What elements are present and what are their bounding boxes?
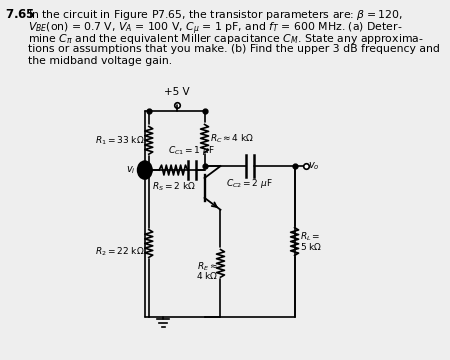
- Text: $R_2 = 22\ \mathrm{k\Omega}$: $R_2 = 22\ \mathrm{k\Omega}$: [95, 245, 145, 258]
- Text: the midband voltage gain.: the midband voltage gain.: [28, 56, 172, 66]
- Text: $5\ \mathrm{k\Omega}$: $5\ \mathrm{k\Omega}$: [300, 241, 323, 252]
- Text: $\mathbf{7.65}$: $\mathbf{7.65}$: [5, 8, 36, 21]
- Text: mine $C_\pi$ and the equivalent Miller capacitance $C_M$. State any approxima-: mine $C_\pi$ and the equivalent Miller c…: [28, 32, 423, 46]
- Text: tions or assumptions that you make. (b) Find the upper 3 dB frequency and: tions or assumptions that you make. (b) …: [28, 44, 440, 54]
- Text: $R_1 = 33\ \mathrm{k\Omega}$: $R_1 = 33\ \mathrm{k\Omega}$: [95, 134, 145, 147]
- Text: $v_o$: $v_o$: [308, 160, 319, 172]
- Text: In the circuit in Figure P7.65, the transistor parameters are: $\beta = 120$,: In the circuit in Figure P7.65, the tran…: [28, 8, 402, 22]
- Text: $v_i$: $v_i$: [126, 164, 135, 176]
- Text: $C_{C2} = 2\ \mu\mathrm{F}$: $C_{C2} = 2\ \mu\mathrm{F}$: [226, 177, 273, 190]
- Text: $C_{C1} = 1\ \mu\mathrm{F}$: $C_{C1} = 1\ \mu\mathrm{F}$: [168, 144, 215, 157]
- Text: $R_C \approx 4\ \mathrm{k\Omega}$: $R_C \approx 4\ \mathrm{k\Omega}$: [210, 132, 254, 145]
- Text: $V_{BE}$(on) = 0.7 V, $V_A$ = 100 V, $C_\mu$ = 1 pF, and $f_T$ = 600 MHz. (a) De: $V_{BE}$(on) = 0.7 V, $V_A$ = 100 V, $C_…: [28, 20, 402, 37]
- Text: $R_L =$: $R_L =$: [300, 230, 320, 243]
- Text: $4\ \mathrm{k\Omega}$: $4\ \mathrm{k\Omega}$: [196, 270, 218, 281]
- Text: −: −: [141, 169, 148, 178]
- Circle shape: [138, 161, 152, 179]
- Text: $R_S = 2\ \mathrm{k\Omega}$: $R_S = 2\ \mathrm{k\Omega}$: [152, 180, 195, 193]
- Text: $R_E \approx$: $R_E \approx$: [197, 260, 218, 273]
- Text: +: +: [141, 162, 148, 171]
- Text: +5 V: +5 V: [164, 87, 189, 96]
